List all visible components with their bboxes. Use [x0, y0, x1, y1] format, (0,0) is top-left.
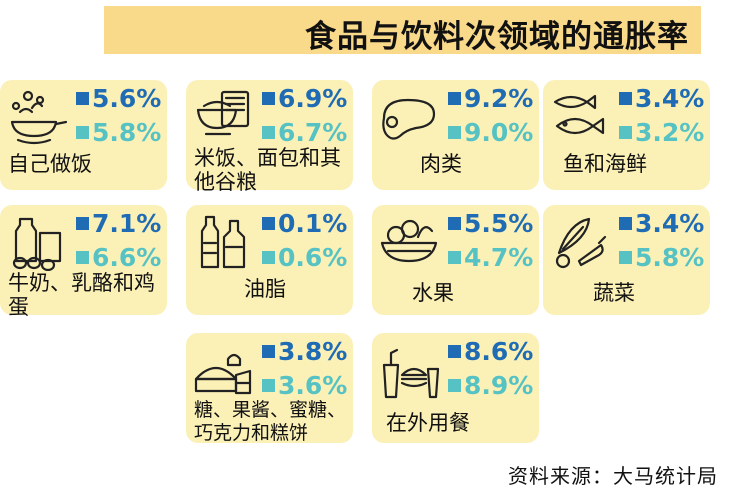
value-a: 3.8% [278, 337, 348, 366]
value-b-row: 3.2% [619, 120, 704, 145]
vegetable-icon [555, 217, 607, 269]
value-b: 0.6% [278, 243, 348, 272]
value-a-row: 9.2% [448, 86, 533, 111]
category-label: 牛奶、乳酪和鸡蛋 [8, 271, 155, 319]
category-label: 在外用餐 [386, 411, 470, 435]
value-a: 3.4% [635, 84, 705, 113]
legend-square-primary [76, 92, 89, 105]
category-label: 水果 [412, 281, 454, 305]
value-a-row: 3.4% [619, 86, 704, 111]
value-b-row: 6.6% [76, 245, 161, 270]
legend-square-primary [448, 345, 461, 358]
legend-square-secondary [262, 251, 275, 264]
value-b: 3.6% [278, 371, 348, 400]
fish-shrimp-icon [553, 94, 605, 135]
value-a: 7.1% [92, 209, 162, 238]
category-label: 鱼和海鲜 [563, 152, 647, 176]
category-card-seafood: 3.4% 3.2% 鱼和海鲜 [543, 80, 710, 190]
oil-bottle-icon [200, 215, 246, 269]
legend-square-secondary [76, 251, 89, 264]
title-bar: 食品与饮料次领域的通胀率 [104, 6, 701, 55]
legend-square-primary [76, 217, 89, 230]
legend-square-primary [262, 345, 275, 358]
value-a: 0.1% [278, 209, 348, 238]
category-label: 米饭、面包和其他谷粮 [194, 146, 341, 194]
legend-square-secondary [448, 251, 461, 264]
value-b-row: 5.8% [76, 120, 161, 145]
value-a-row: 3.8% [262, 339, 347, 364]
value-b: 3.2% [635, 118, 705, 147]
category-card-meat: 9.2% 9.0% 肉类 [372, 80, 539, 190]
legend-square-primary [448, 217, 461, 230]
rice-bowl-icon [196, 90, 250, 136]
value-b: 6.6% [92, 243, 162, 272]
value-b-row: 3.6% [262, 373, 347, 398]
fruit-basket-icon [380, 219, 438, 263]
legend-square-secondary [448, 126, 461, 139]
legend-square-secondary [619, 126, 632, 139]
milk-eggs-icon [12, 217, 62, 271]
value-a: 8.6% [464, 337, 534, 366]
value-b: 6.7% [278, 118, 348, 147]
category-card-dining-out: 8.6% 8.9% 在外用餐 [372, 333, 539, 443]
value-a: 5.5% [464, 209, 534, 238]
category-card-oils-fats: 0.1% 0.6% 油脂 [186, 205, 353, 315]
legend-square-secondary [76, 126, 89, 139]
value-a-row: 3.4% [619, 211, 704, 236]
value-b-row: 6.7% [262, 120, 347, 145]
value-a-row: 8.6% [448, 339, 533, 364]
category-card-home-cooking: 5.6% 5.8% 自己做饭 [0, 80, 167, 190]
value-b: 5.8% [635, 243, 705, 272]
legend-square-primary [262, 92, 275, 105]
cooking-pan-icon [10, 90, 68, 145]
legend-square-secondary [262, 126, 275, 139]
legend-square-secondary [448, 379, 461, 392]
value-b: 4.7% [464, 243, 534, 272]
value-b: 9.0% [464, 118, 534, 147]
value-b-row: 0.6% [262, 245, 347, 270]
fast-food-icon [382, 348, 440, 399]
value-a: 3.4% [635, 209, 705, 238]
legend-square-secondary [262, 379, 275, 392]
value-a: 6.9% [278, 84, 348, 113]
category-label: 油脂 [244, 277, 286, 301]
cake-pie-icon [194, 353, 252, 395]
value-a-row: 0.1% [262, 211, 347, 236]
value-b-row: 4.7% [448, 245, 533, 270]
category-label: 自己做饭 [8, 152, 92, 176]
steak-icon [382, 98, 436, 140]
value-b: 5.8% [92, 118, 162, 147]
legend-square-primary [448, 92, 461, 105]
value-b-row: 8.9% [448, 373, 533, 398]
legend-square-primary [619, 217, 632, 230]
category-label: 糖、果酱、蜜糖、巧克力和糕饼 [194, 399, 347, 444]
value-a-row: 5.6% [76, 86, 161, 111]
legend-square-primary [262, 217, 275, 230]
category-card-grains: 6.9% 6.7% 米饭、面包和其他谷粮 [186, 80, 353, 194]
category-label: 蔬菜 [593, 281, 635, 305]
value-b: 8.9% [464, 371, 534, 400]
category-card-fruit: 5.5% 4.7% 水果 [372, 205, 539, 315]
value-a-row: 7.1% [76, 211, 161, 236]
category-label: 肉类 [420, 152, 462, 176]
value-b-row: 9.0% [448, 120, 533, 145]
category-card-vegetables: 3.4% 5.8% 蔬菜 [543, 205, 710, 315]
value-a-row: 6.9% [262, 86, 347, 111]
legend-square-primary [619, 92, 632, 105]
source-note: 资料来源：大马统计局 [508, 464, 718, 488]
value-a-row: 5.5% [448, 211, 533, 236]
legend-square-secondary [619, 251, 632, 264]
value-a: 9.2% [464, 84, 534, 113]
category-card-sugar-sweets: 3.8% 3.6% 糖、果酱、蜜糖、巧克力和糕饼 [186, 333, 353, 444]
category-card-dairy-eggs: 7.1% 6.6% 牛奶、乳酪和鸡蛋 [0, 205, 167, 319]
page-title: 食品与饮料次领域的通胀率 [305, 19, 689, 55]
value-b-row: 5.8% [619, 245, 704, 270]
value-a: 5.6% [92, 84, 162, 113]
